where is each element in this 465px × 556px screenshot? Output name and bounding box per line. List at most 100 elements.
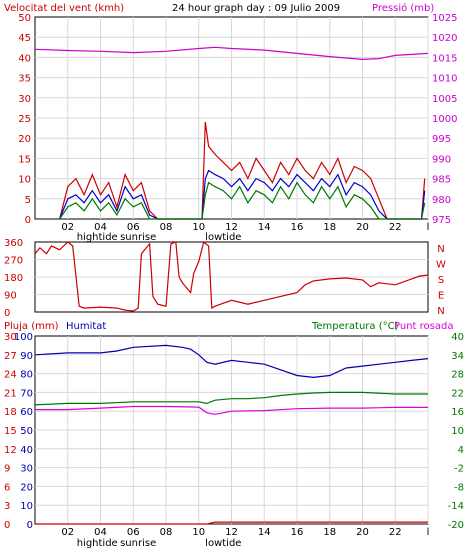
compass-label: N: [437, 306, 444, 317]
left-tick-label: 45: [18, 33, 31, 44]
series-line: [34, 344, 429, 379]
x-annotation: lowtide: [205, 538, 241, 549]
series-line: [59, 121, 426, 220]
left-tick-label: 40: [18, 53, 31, 64]
humidity-tick-label: 40: [20, 445, 33, 456]
temperature-axis-label: Temperatura (°C): [311, 321, 399, 332]
right-tick-label: 1005: [432, 94, 457, 105]
right-tick-label: 980: [432, 195, 451, 206]
x-tick-label: 12: [225, 527, 238, 538]
temperature-tick-label: -14: [448, 501, 464, 512]
right-tick-label: 990: [432, 154, 451, 165]
humidity-tick-label: 50: [20, 426, 33, 437]
x-tick-label: 20: [356, 222, 369, 233]
x-annotation: hightide: [77, 538, 118, 549]
x-tick-label: 22: [389, 527, 402, 538]
x-tick-label: 08: [160, 222, 173, 233]
x-tick-label: 20: [356, 527, 369, 538]
temperature-tick-label: 16: [451, 407, 464, 418]
compass-label: W: [436, 260, 446, 271]
rain-tick-label: 27: [4, 351, 17, 362]
direction-tick-label: 180: [4, 273, 23, 284]
x-tick-label: 12: [225, 222, 238, 233]
x-annotation: hightide: [77, 232, 118, 243]
compass-label: N: [437, 244, 444, 255]
dewpoint-axis-label: Punt rosada: [394, 321, 453, 332]
right-tick-label: 1010: [432, 74, 457, 85]
temperature-tick-label: 10: [451, 426, 464, 437]
rain-tick-label: 30: [4, 332, 17, 343]
temperature-tick-label: -20: [448, 520, 464, 531]
humidity-tick-label: 20: [20, 482, 33, 493]
rain-tick-label: 15: [4, 426, 17, 437]
x-tick-label: 10: [192, 527, 205, 538]
left-tick-label: 20: [18, 134, 31, 145]
temperature-tick-label: -2: [454, 464, 464, 475]
direction-tick-label: 0: [4, 308, 10, 319]
rain-humidity-temperature-panel: 02 04 06 08 10 12 14 16 18 20 22 l03691215182124273…: [4, 332, 464, 549]
left-tick-label: 15: [18, 154, 31, 165]
series-line: [59, 181, 426, 220]
right-tick-label: 995: [432, 134, 451, 145]
chart-title: 24 hour graph day : 09 Julio 2009: [172, 3, 340, 14]
humidity-tick-label: 70: [20, 388, 33, 399]
x-tick-label: 10: [192, 222, 205, 233]
direction-tick-label: 90: [4, 291, 17, 302]
left-tick-label: 0: [25, 215, 31, 226]
x-tick-label: 06: [127, 527, 140, 538]
temperature-tick-label: 4: [458, 445, 464, 456]
x-tick-label: 06: [127, 222, 140, 233]
x-tick-label: 14: [258, 527, 271, 538]
x-tick-label: 16: [291, 527, 304, 538]
right-tick-label: 975: [432, 215, 451, 226]
rain-tick-label: 6: [4, 482, 10, 493]
right-tick-label: 1025: [432, 13, 457, 24]
rain-tick-label: 24: [4, 370, 17, 381]
left-tick-label: 30: [18, 94, 31, 105]
left-tick-label: 10: [18, 175, 31, 186]
humidity-tick-label: 80: [20, 370, 33, 381]
humidity-tick-label: 100: [14, 332, 33, 343]
right-tick-label: 1000: [432, 114, 457, 125]
direction-tick-label: 360: [4, 238, 23, 249]
right-tick-label: 985: [432, 175, 451, 186]
series-line: [34, 240, 429, 312]
temperature-tick-label: 40: [451, 332, 464, 343]
wind-speed-axis-label: Velocitat del vent (kmh): [4, 3, 124, 14]
x-tick-label: 08: [160, 527, 173, 538]
right-tick-label: 1020: [432, 33, 457, 44]
x-tick-label: 04: [94, 527, 107, 538]
series-line: [35, 521, 428, 525]
x-tick-label: 14: [258, 222, 271, 233]
x-tick-label: 02: [61, 527, 74, 538]
rain-tick-label: 18: [4, 407, 17, 418]
series-line: [59, 169, 426, 220]
left-tick-label: 25: [18, 114, 31, 125]
left-tick-label: 5: [25, 195, 31, 206]
x-annotation: lowtide: [205, 232, 241, 243]
humidity-tick-label: 0: [27, 520, 33, 531]
pressure-axis-label: Pressió (mb): [372, 2, 434, 14]
x-tick-label: 02: [61, 222, 74, 233]
temperature-tick-label: 34: [451, 351, 464, 362]
humidity-tick-label: 10: [20, 501, 33, 512]
direction-tick-label: 270: [4, 256, 23, 267]
left-tick-label: 50: [18, 13, 31, 24]
series-line: [34, 46, 429, 61]
rain-tick-label: 12: [4, 445, 17, 456]
humidity-axis-label: Humitat: [66, 321, 106, 332]
x-tick-label: 18: [323, 527, 336, 538]
right-tick-label: 1015: [432, 53, 457, 64]
temperature-tick-label: 28: [451, 370, 464, 381]
wind-pressure-panel: 02 04 06 08 10 12 14 16 18 20 22 l05101520253035404…: [18, 13, 457, 243]
x-tick-label: l: [427, 527, 430, 538]
rain-tick-label: 21: [4, 388, 17, 399]
x-tick-label: 22: [389, 222, 402, 233]
series-line: [35, 405, 428, 415]
rain-axis-label: Pluja (mm): [4, 321, 59, 332]
x-tick-label: 04: [94, 222, 107, 233]
x-annotation: sunrise: [120, 538, 156, 549]
humidity-tick-label: 60: [20, 407, 33, 418]
